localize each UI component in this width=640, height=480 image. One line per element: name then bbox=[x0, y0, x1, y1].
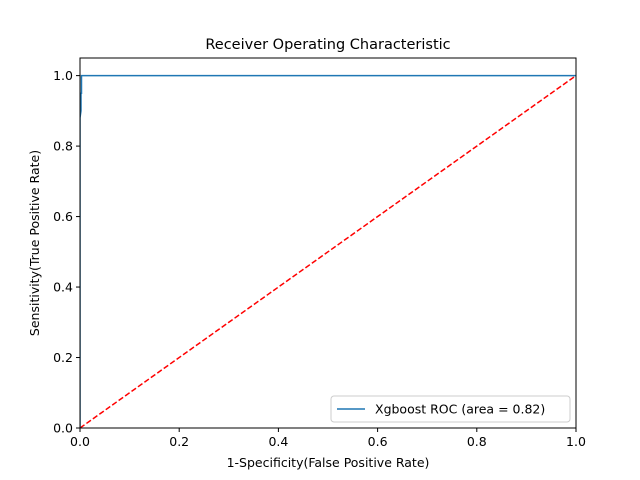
y-axis: 0.0 0.2 0.4 0.6 0.8 1.0 bbox=[53, 68, 80, 436]
x-axis: 0.0 0.2 0.4 0.6 0.8 1.0 bbox=[70, 428, 586, 449]
y-tick-label: 0.2 bbox=[53, 350, 73, 365]
y-tick-label: 0.4 bbox=[53, 280, 73, 295]
x-tick-label: 0.0 bbox=[70, 434, 90, 449]
legend: Xgboost ROC (area = 0.82) bbox=[330, 395, 571, 423]
y-tick-label: 0.8 bbox=[53, 139, 73, 154]
roc-curve-line bbox=[80, 74, 576, 428]
x-tick-label: 0.4 bbox=[268, 434, 288, 449]
y-axis-label: Sensitivity(True Positive Rate) bbox=[27, 150, 42, 336]
y-tick-label: 1.0 bbox=[53, 68, 73, 83]
x-axis-label: 1-Specificity(False Positive Rate) bbox=[227, 455, 430, 470]
axes-frame bbox=[79, 57, 577, 429]
x-tick-label: 0.2 bbox=[169, 434, 189, 449]
x-tick-label: 0.8 bbox=[467, 434, 487, 449]
y-tick-label: 0.6 bbox=[53, 209, 73, 224]
plot-area bbox=[80, 74, 576, 428]
y-tick-label: 0.0 bbox=[53, 421, 73, 436]
legend-box bbox=[330, 395, 571, 423]
legend-label: Xgboost ROC (area = 0.82) bbox=[375, 402, 545, 417]
x-tick-label: 0.6 bbox=[368, 434, 388, 449]
diagonal-reference-line bbox=[80, 75, 576, 428]
x-tick-label: 1.0 bbox=[566, 434, 586, 449]
chart-title: Receiver Operating Characteristic bbox=[205, 37, 450, 53]
